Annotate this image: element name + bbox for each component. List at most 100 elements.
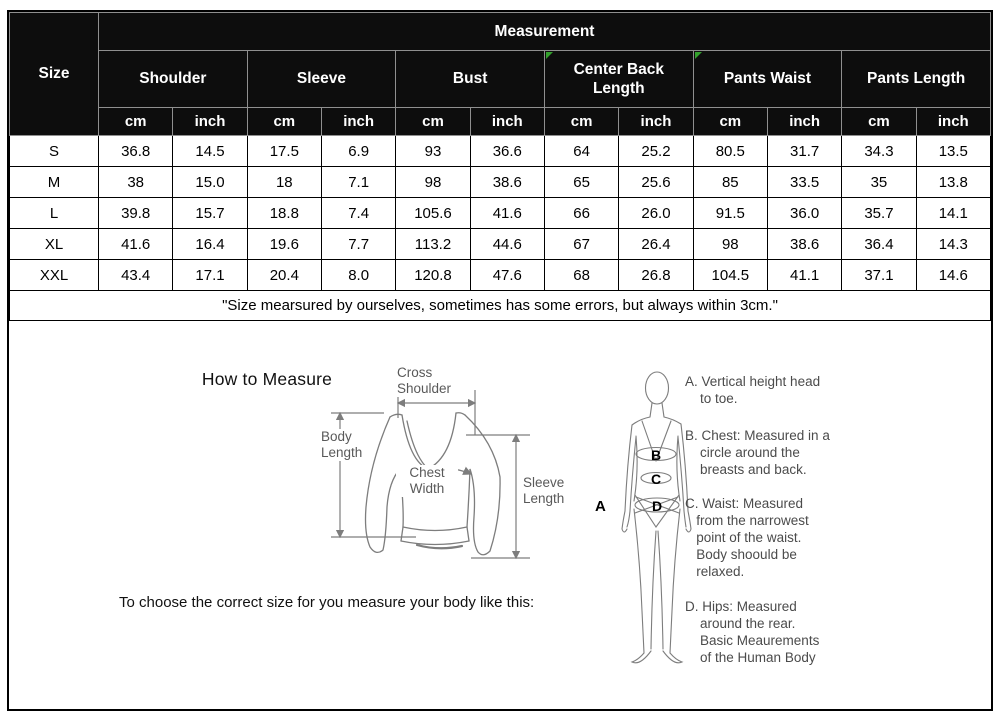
table-cell: 65 bbox=[543, 166, 620, 198]
table-cell: 7.7 bbox=[320, 228, 397, 260]
body-length-label: Body Length bbox=[320, 429, 364, 461]
unit-header-inch: inch bbox=[469, 107, 545, 136]
table-cell: 13.8 bbox=[915, 166, 992, 198]
table-cell: 14.3 bbox=[915, 228, 992, 260]
unit-header-cm: cm bbox=[543, 107, 620, 136]
table-cell: 17.1 bbox=[172, 259, 248, 291]
table-cell: 20.4 bbox=[246, 259, 322, 291]
table-cell: 25.6 bbox=[618, 166, 694, 198]
group-label: Sleeve bbox=[296, 70, 347, 88]
group-label: Pants Waist bbox=[723, 70, 812, 88]
table-cell: 14.1 bbox=[915, 197, 992, 229]
measurement-title: Measurement bbox=[98, 12, 991, 51]
comment-marker-icon bbox=[694, 52, 702, 59]
sleeve-length-label: Sleeve Length bbox=[522, 475, 566, 507]
table-cell: 17.5 bbox=[246, 135, 322, 167]
table-cell: 43.4 bbox=[97, 259, 174, 291]
body-label-b: B bbox=[651, 447, 661, 463]
table-row-l: L 39.8 15.7 18.8 7.4 105.6 41.6 66 26.0 … bbox=[9, 197, 992, 229]
table-cell: 38.6 bbox=[469, 166, 545, 198]
annotation-chest: B. Chest: Measured in a circle around th… bbox=[685, 428, 830, 477]
comment-marker-icon bbox=[545, 52, 553, 59]
how-to-measure-section: How to Measure bbox=[9, 321, 991, 706]
table-cell: 35 bbox=[841, 166, 917, 198]
size-cell: XL bbox=[9, 228, 99, 260]
table-cell: 14.5 bbox=[172, 135, 248, 167]
measurement-note: "Size mearsured by ourselves, sometimes … bbox=[9, 290, 991, 321]
table-cell: 68 bbox=[543, 259, 620, 291]
table-cell: 31.7 bbox=[766, 135, 843, 167]
table-cell: 44.6 bbox=[469, 228, 545, 260]
group-header-shoulder: Shoulder bbox=[98, 50, 248, 108]
annotation-waist: C. Waist: Measured from the narrowest po… bbox=[685, 496, 809, 579]
size-cell: L bbox=[9, 197, 99, 229]
table-cell: 18 bbox=[246, 166, 322, 198]
garment-measure-diagram: Cross Shoulder Body Length Chest Width S… bbox=[304, 357, 634, 572]
table-cell: 38.6 bbox=[766, 228, 843, 260]
table-cell: 91.5 bbox=[692, 197, 768, 229]
table-cell: 39.8 bbox=[97, 197, 174, 229]
annotation-hips: D. Hips: Measured around the rear. Basic… bbox=[685, 599, 820, 665]
table-cell: 15.0 bbox=[172, 166, 248, 198]
table-cell: 120.8 bbox=[395, 259, 471, 291]
body-label-c: C bbox=[651, 471, 661, 487]
table-cell: 14.6 bbox=[915, 259, 992, 291]
table-cell: 25.2 bbox=[618, 135, 694, 167]
unit-header-cm: cm bbox=[97, 107, 174, 136]
chest-width-label: Chest Width bbox=[396, 465, 458, 497]
body-outline-drawing: A B C D bbox=[595, 371, 692, 664]
table-cell: 34.3 bbox=[841, 135, 917, 167]
body-label-a: A bbox=[595, 498, 606, 515]
group-header-center-back-length: Center Back Length bbox=[543, 50, 694, 108]
group-label: Center Back Length bbox=[573, 60, 665, 97]
table-cell: 38 bbox=[97, 166, 174, 198]
unit-header-cm: cm bbox=[395, 107, 471, 136]
annotation-height: A. Vertical height head to toe. bbox=[685, 374, 821, 406]
size-cell: M bbox=[9, 166, 99, 198]
unit-header-inch: inch bbox=[766, 107, 843, 136]
table-cell: 66 bbox=[543, 197, 620, 229]
table-cell: 6.9 bbox=[320, 135, 397, 167]
unit-header-cm: cm bbox=[841, 107, 917, 136]
group-label: Pants Length bbox=[867, 70, 966, 88]
table-cell: 36.0 bbox=[766, 197, 843, 229]
table-cell: 8.0 bbox=[320, 259, 397, 291]
table-cell: 37.1 bbox=[841, 259, 917, 291]
sizing-instruction-text: To choose the correct size for you measu… bbox=[119, 594, 535, 611]
group-header-sleeve: Sleeve bbox=[246, 50, 397, 108]
table-cell: 98 bbox=[395, 166, 471, 198]
size-chart-panel: Size Measurement Shoulder Sleeve Bust Ce… bbox=[7, 10, 993, 711]
size-chart-table: Size Measurement Shoulder Sleeve Bust Ce… bbox=[9, 12, 992, 321]
table-cell: 41.6 bbox=[97, 228, 174, 260]
body-label-d: D bbox=[652, 498, 662, 514]
body-measure-diagram: A B C D bbox=[594, 361, 694, 675]
table-cell: 18.8 bbox=[246, 197, 322, 229]
table-cell: 7.4 bbox=[320, 197, 397, 229]
table-cell: 64 bbox=[543, 135, 620, 167]
table-row-xxl: XXL 43.4 17.1 20.4 8.0 120.8 47.6 68 26.… bbox=[9, 259, 992, 291]
table-row-m: M 38 15.0 18 7.1 98 38.6 65 25.6 85 33.5… bbox=[9, 166, 992, 198]
unit-header-cm: cm bbox=[692, 107, 768, 136]
size-cell: S bbox=[9, 135, 99, 167]
table-cell: 35.7 bbox=[841, 197, 917, 229]
table-cell: 93 bbox=[395, 135, 471, 167]
table-cell: 36.4 bbox=[841, 228, 917, 260]
cross-shoulder-label: Cross Shoulder bbox=[396, 365, 472, 397]
group-header-pants-waist: Pants Waist bbox=[692, 50, 843, 108]
table-cell: 36.6 bbox=[469, 135, 545, 167]
table-cell: 47.6 bbox=[469, 259, 545, 291]
table-cell: 26.8 bbox=[618, 259, 694, 291]
group-header-bust: Bust bbox=[395, 50, 545, 108]
unit-header-cm: cm bbox=[246, 107, 322, 136]
unit-header-inch: inch bbox=[915, 107, 992, 136]
table-cell: 36.8 bbox=[97, 135, 174, 167]
table-cell: 16.4 bbox=[172, 228, 248, 260]
table-cell: 105.6 bbox=[395, 197, 471, 229]
table-cell: 26.4 bbox=[618, 228, 694, 260]
table-row-s: S 36.8 14.5 17.5 6.9 93 36.6 64 25.2 80.… bbox=[9, 135, 992, 167]
how-to-measure-heading: How to Measure bbox=[201, 369, 333, 389]
unit-header-inch: inch bbox=[320, 107, 397, 136]
table-cell: 41.1 bbox=[766, 259, 843, 291]
table-cell: 85 bbox=[692, 166, 768, 198]
table-cell: 104.5 bbox=[692, 259, 768, 291]
